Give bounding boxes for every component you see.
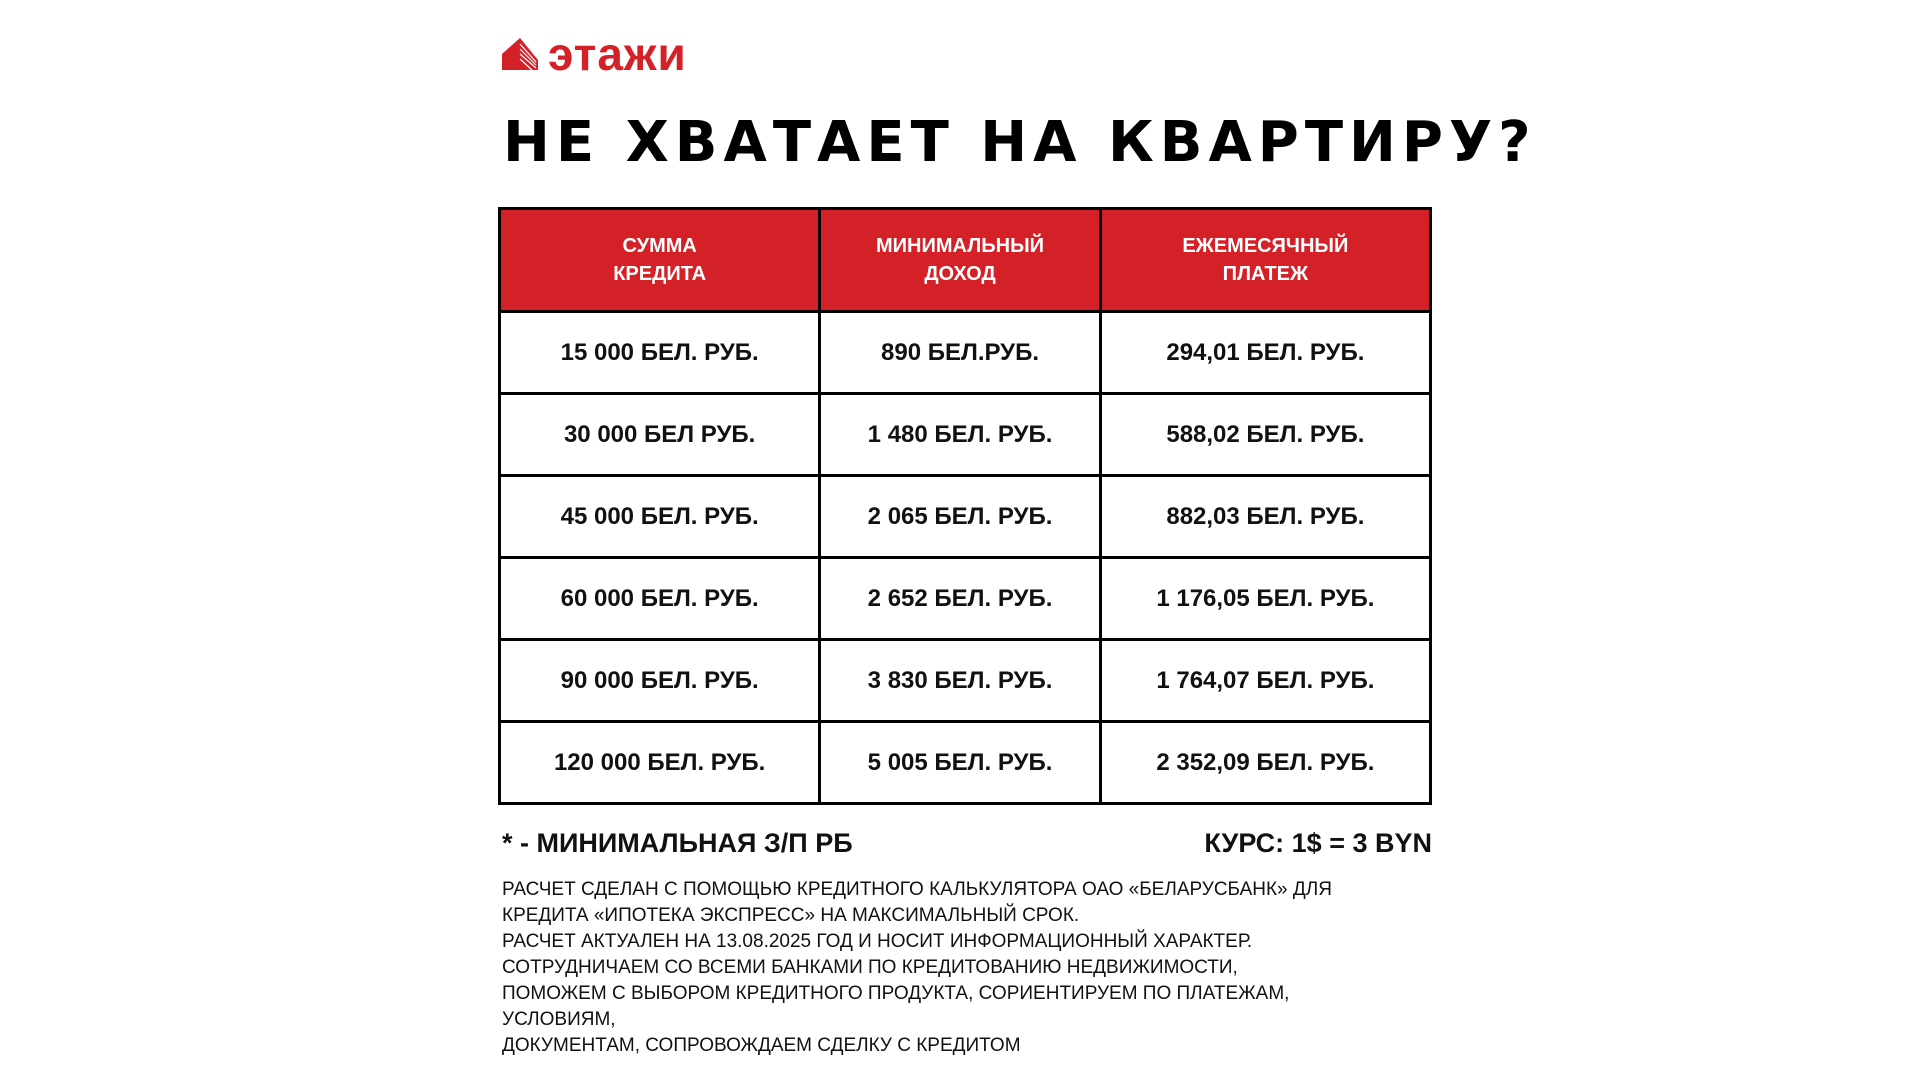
disclaimer-line: КРЕДИТА «ИПОТЕКА ЭКСПРЕСС» НА МАКСИМАЛЬН… xyxy=(502,905,1080,926)
table-cell: 2 652 БЕЛ. РУБ. xyxy=(818,556,1102,641)
disclaimer-line: СОТРУДНИЧАЕМ СО ВСЕМИ БАНКАМИ ПО КРЕДИТО… xyxy=(502,957,1238,978)
table-cell: 5 005 БЕЛ. РУБ. xyxy=(818,720,1102,805)
credit-table: СУММА КРЕДИТА МИНИМАЛЬНЫЙ ДОХОД ЕЖЕМЕСЯЧНЫЙ П… xyxy=(497,207,1433,805)
min-wage-note: * - МИНИМАЛЬНАЯ З/П РБ xyxy=(502,828,853,858)
disclaimer: РАСЧЕТ СДЕЛАН С ПОМОЩЬЮ КРЕДИТНОГО КАЛЬК… xyxy=(502,877,1332,1059)
disclaimer-line: ПОМОЖЕМ С ВЫБОРОМ КРЕДИТНОГО ПРОДУКТА, С… xyxy=(502,983,1290,1004)
table-row: 90 000 БЕЛ. РУБ. 3 830 БЕЛ. РУБ. 1 764,07 … xyxy=(497,638,1433,723)
table-cell: 3 830 БЕЛ. РУБ. xyxy=(818,638,1102,723)
column-header-line: ПЛАТЕЖ xyxy=(1222,263,1309,285)
table-cell: 294,01 БЕЛ. РУБ. xyxy=(1098,310,1433,395)
table-cell: 90 000 БЕЛ. РУБ. xyxy=(497,638,822,723)
table-cell: 1 176,05 БЕЛ. РУБ. xyxy=(1098,556,1433,641)
building-icon xyxy=(502,38,538,70)
disclaimer-line: ДОКУМЕНТАМ, СОПРОВОЖДАЕМ СДЕЛКУ С КРЕДИТ… xyxy=(502,1035,1021,1056)
column-header-line: ЕЖЕМЕСЯЧНЫЙ xyxy=(1182,235,1349,257)
table-cell: 120 000 БЕЛ. РУБ. xyxy=(497,720,822,805)
table-cell: 882,03 БЕЛ. РУБ. xyxy=(1098,474,1433,559)
table-cell: 15 000 БЕЛ. РУБ. xyxy=(497,310,822,395)
table-cell: 890 БЕЛ.РУБ. xyxy=(818,310,1102,395)
table-cell: 2 352,09 БЕЛ. РУБ. xyxy=(1098,720,1433,805)
table-cell: 588,02 БЕЛ. РУБ. xyxy=(1098,392,1433,477)
table-row: 30 000 БЕЛ РУБ. 1 480 БЕЛ. РУБ. 588,02 БЕЛ… xyxy=(497,392,1433,477)
column-header-line: КРЕДИТА xyxy=(613,263,707,285)
page-title: НЕ ХВАТАЕТ НА КВАРТИРУ? xyxy=(503,110,1537,175)
table-cell: 2 065 БЕЛ. РУБ. xyxy=(818,474,1102,559)
exchange-rate-note: КУРС: 1$ = 3 BYN xyxy=(1204,828,1432,858)
column-header-line: СУММА xyxy=(622,235,697,257)
disclaimer-line: УСЛОВИЯМ, xyxy=(502,1009,616,1030)
table-cell: 1 480 БЕЛ. РУБ. xyxy=(818,392,1102,477)
brand-name: этажи xyxy=(548,28,687,80)
table-row: 15 000 БЕЛ. РУБ. 890 БЕЛ.РУБ. 294,01 БЕЛ. … xyxy=(497,310,1433,395)
column-header: МИНИМАЛЬНЫЙ ДОХОД xyxy=(818,207,1102,313)
table-row: 120 000 БЕЛ. РУБ. 5 005 БЕЛ. РУБ. 2 352,09… xyxy=(497,720,1433,805)
disclaimer-line: РАСЧЕТ АКТУАЛЕН НА 13.08.2025 ГОД И НОСИ… xyxy=(502,931,1253,952)
table-cell: 45 000 БЕЛ. РУБ. xyxy=(497,474,822,559)
table-cell: 1 764,07 БЕЛ. РУБ. xyxy=(1098,638,1433,723)
disclaimer-line: РАСЧЕТ СДЕЛАН С ПОМОЩЬЮ КРЕДИТНОГО КАЛЬК… xyxy=(502,879,1332,900)
table-cell: 60 000 БЕЛ. РУБ. xyxy=(497,556,822,641)
column-header: ЕЖЕМЕСЯЧНЫЙ ПЛАТЕЖ xyxy=(1098,207,1433,313)
column-header: СУММА КРЕДИТА xyxy=(497,207,822,313)
brand-logo: этажи xyxy=(502,28,687,80)
column-header-line: ДОХОД xyxy=(924,263,996,285)
column-header-line: МИНИМАЛЬНЫЙ xyxy=(876,235,1045,257)
table-row: 60 000 БЕЛ. РУБ. 2 652 БЕЛ. РУБ. 1 176,05 … xyxy=(497,556,1433,641)
table-header-row: СУММА КРЕДИТА МИНИМАЛЬНЫЙ ДОХОД ЕЖЕМЕСЯЧНЫЙ П… xyxy=(497,207,1433,313)
table-cell: 30 000 БЕЛ РУБ. xyxy=(497,392,822,477)
table-row: 45 000 БЕЛ. РУБ. 2 065 БЕЛ. РУБ. 882,03 БЕ… xyxy=(497,474,1433,559)
